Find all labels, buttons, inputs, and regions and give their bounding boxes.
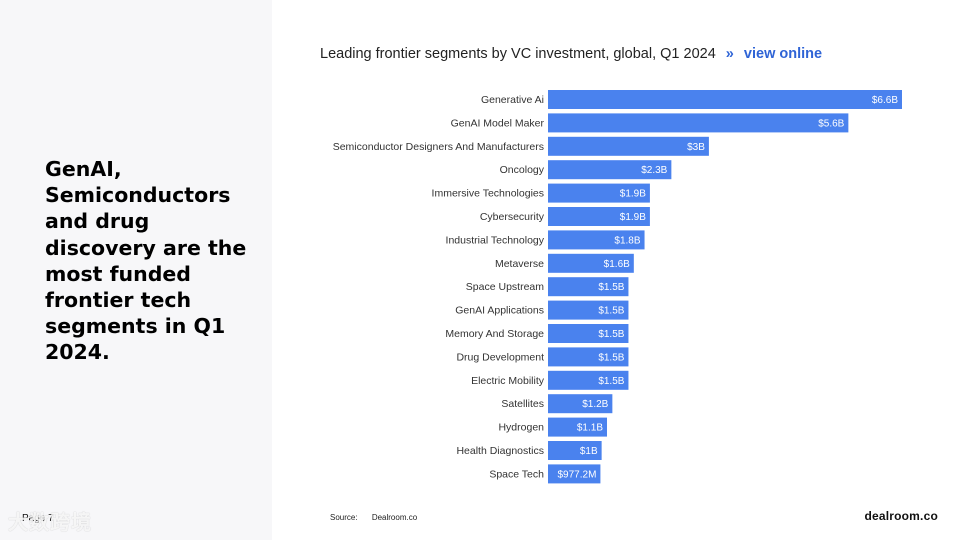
value-label-4: $1.9B [620, 189, 646, 200]
category-label-11: Drug Development [456, 351, 544, 363]
category-label-8: Space Upstream [466, 281, 544, 293]
bar-15 [548, 441, 602, 460]
category-label-10: Memory And Storage [445, 328, 544, 340]
value-label-2: $3B [687, 142, 705, 153]
bar-5 [548, 207, 650, 226]
bar-3 [548, 160, 672, 180]
category-label-0: Generative Ai [481, 94, 544, 106]
bar-12 [548, 370, 629, 390]
bar-8 [548, 277, 629, 297]
headline: GenAI, Semiconductors and drug discovery… [45, 157, 247, 365]
category-label-15: Health Diagnostics [456, 445, 544, 457]
value-label-0: $6.6B [872, 95, 898, 106]
value-label-13: $1.2B [582, 399, 608, 410]
bar-2 [548, 136, 709, 156]
category-label-6: Industrial Technology [446, 234, 545, 246]
source-label: Source: [330, 513, 358, 522]
category-label-12: Electric Mobility [471, 375, 545, 387]
value-label-11: $1.5B [598, 352, 624, 363]
category-label-13: Satellites [501, 398, 544, 410]
value-label-3: $2.3B [641, 165, 667, 176]
value-label-6: $1.8B [614, 235, 640, 246]
value-label-12: $1.5B [598, 376, 624, 387]
bar-1 [548, 113, 849, 133]
category-label-4: Immersive Technologies [432, 188, 544, 200]
value-label-9: $1.5B [598, 306, 624, 317]
chart-title-row: Leading frontier segments by VC investme… [320, 46, 822, 62]
value-label-5: $1.9B [620, 212, 646, 223]
bar-chart: Generative Ai $6.6B GenAI Model Maker $5.6B… [333, 90, 902, 484]
source-value: Dealroom.co [371, 513, 418, 522]
bar-6 [548, 230, 645, 250]
bar-16 [548, 464, 601, 484]
chart-title: Leading frontier segments by VC investme… [320, 46, 716, 62]
value-label-16: $977.2M [557, 469, 596, 480]
bar-11 [548, 347, 629, 367]
bar-4 [548, 183, 650, 203]
category-label-7: Metaverse [495, 258, 544, 270]
page-number: Page 7 [22, 513, 54, 524]
double-chevron-right-icon[interactable]: » [725, 46, 734, 62]
value-label-14: $1.1B [577, 423, 603, 434]
value-label-1: $5.6B [818, 118, 844, 129]
category-label-5: Cybersecurity [480, 211, 545, 223]
category-label-2: Semiconductor Designers And Manufacturer… [333, 141, 544, 153]
watermark-logo: 大数跨境 [8, 510, 92, 534]
category-label-1: GenAI Model Maker [451, 117, 545, 129]
source-note: Source: Dealroom.co [330, 513, 417, 522]
category-label-9: GenAI Applications [455, 305, 544, 317]
bar-0 [548, 90, 902, 109]
category-label-14: Hydrogen [498, 422, 544, 434]
value-label-10: $1.5B [598, 329, 624, 340]
category-label-3: Oncology [500, 164, 545, 176]
view-online-link[interactable]: view online [743, 46, 823, 62]
bar-9 [548, 300, 629, 320]
bar-7 [548, 253, 634, 273]
left-panel: GenAI, Semiconductors and drug discovery… [0, 0, 272, 540]
value-label-8: $1.5B [598, 282, 624, 293]
value-label-7: $1.6B [604, 259, 630, 270]
bar-13 [548, 394, 613, 414]
value-label-15: $1B [580, 446, 598, 457]
category-label-16: Space Tech [489, 468, 544, 480]
bar-14 [548, 417, 607, 437]
brand-logo: dealroom.co [864, 509, 938, 523]
bar-10 [548, 324, 629, 343]
